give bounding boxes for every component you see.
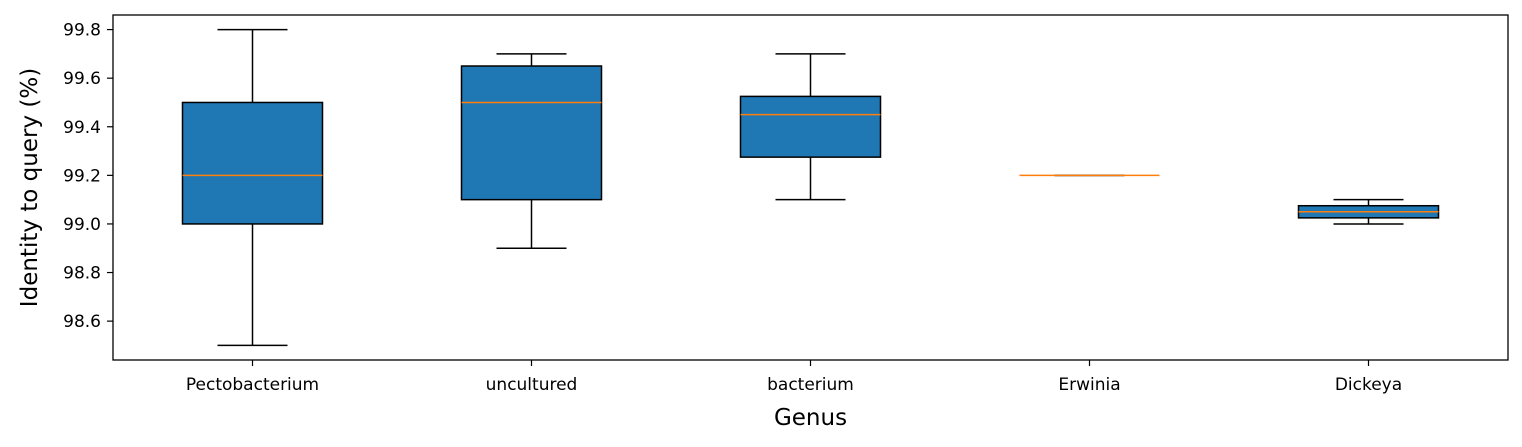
x-axis: Pectobacterium uncultured bacterium Erwinia… <box>186 360 1402 395</box>
x-axis-title: Genus <box>774 405 847 431</box>
box-bacterium <box>739 53 882 201</box>
y-tick-label: 99.0 <box>63 215 101 235</box>
x-tick-label: Dickeya <box>1335 375 1402 395</box>
x-tick-label: Erwinia <box>1058 375 1120 395</box>
box-uncultured <box>460 53 603 249</box>
x-tick-label: uncultured <box>486 375 578 395</box>
y-axis-title: Identity to query (%) <box>17 68 43 307</box>
y-tick-label: 98.6 <box>63 312 101 332</box>
box-iqr <box>739 95 882 158</box>
box-iqr <box>460 65 603 201</box>
y-tick-label: 99.2 <box>63 166 101 186</box>
plot-marks <box>181 28 1440 347</box>
x-tick-label: bacterium <box>767 375 854 395</box>
y-tick-label: 99.6 <box>63 69 101 89</box>
y-axis: 98.6 98.8 99.0 99.2 99.4 99.6 99.8 <box>63 21 113 332</box>
y-tick-label: 99.4 <box>63 118 101 138</box>
x-tick-label: Pectobacterium <box>186 375 319 395</box>
box-pectobacterium <box>181 28 324 347</box>
box-iqr <box>181 101 324 225</box>
y-tick-label: 99.8 <box>63 21 101 41</box>
box-dickeya <box>1297 198 1440 225</box>
y-tick-label: 98.8 <box>63 264 101 284</box>
